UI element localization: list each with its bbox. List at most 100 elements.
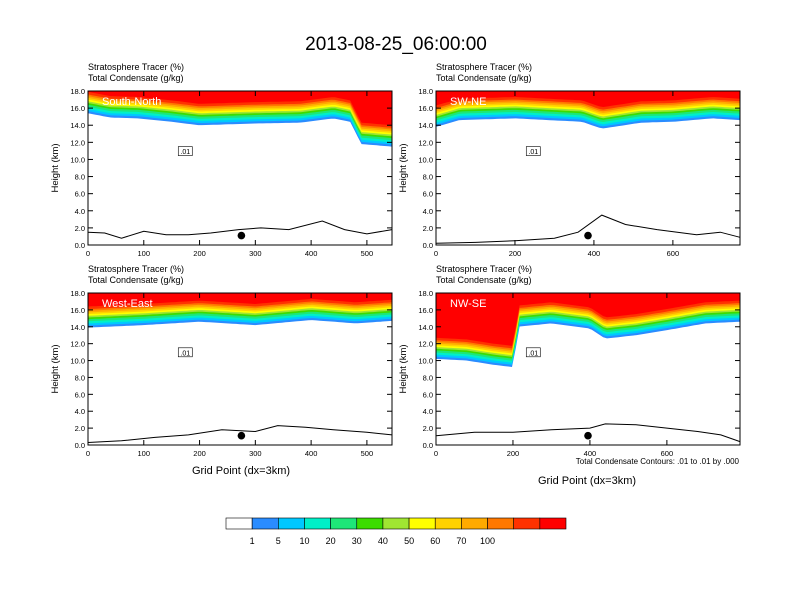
terrain-line [87, 425, 393, 443]
terrain-line [435, 423, 741, 443]
colorbar-swatch-10 [487, 517, 514, 530]
location-marker [237, 431, 246, 440]
panel-frame [87, 90, 393, 246]
y-axis-label: Height (km) [50, 143, 61, 192]
colorbar-label: 30 [352, 536, 362, 546]
panel-label: NW-SE [450, 298, 486, 310]
tracer-shading [88, 293, 392, 328]
y-tick-label: 16.0 [70, 306, 85, 315]
panel-top-left: .01 South-North Stratosphere Tracer (%)Tot… [50, 62, 393, 258]
panel-label: South-North [102, 96, 161, 108]
panel-frame [87, 292, 393, 446]
y-tick-label: 10.0 [418, 155, 433, 164]
x-tick-label: 300 [249, 249, 262, 258]
x-axis-label-left: Grid Point (dx=3km) [192, 465, 290, 477]
tracer-band-10 [88, 91, 392, 128]
y-tick-label: 4.0 [423, 207, 433, 216]
y-tick-label: 14.0 [70, 121, 85, 130]
x-tick-label: 400 [588, 249, 601, 258]
y-tick-label: 12.0 [418, 138, 433, 147]
colorbar-label: 20 [326, 536, 336, 546]
y-tick-label: 8.0 [423, 373, 433, 382]
contour-label: .01 [528, 149, 538, 156]
y-tick-label: 2.0 [423, 224, 433, 233]
tracer-band-11 [88, 91, 392, 126]
panel-subtitle-condensate: Total Condensate (g/kg) [436, 73, 532, 83]
y-axis-label: Height (km) [398, 344, 409, 393]
contour-note: Total Condensate Contours: .01 to .01 by… [576, 457, 740, 466]
contour-label-box [525, 146, 541, 156]
y-tick-label: 6.0 [423, 390, 433, 399]
y-tick-label: 0.0 [75, 241, 85, 250]
y-tick-label: 4.0 [75, 407, 85, 416]
x-tick-label: 0 [434, 449, 438, 458]
x-tick-label: 200 [509, 249, 522, 258]
y-tick-label: 0.0 [75, 441, 85, 450]
panel-bottom-left: .01 West-East Stratosphere Tracer (%)Total… [50, 264, 393, 458]
y-tick-label: 0.0 [423, 441, 433, 450]
x-tick-label: 0 [86, 249, 90, 258]
tracer-shading [436, 91, 740, 129]
location-marker [237, 231, 246, 240]
terrain-line [87, 220, 393, 239]
y-tick-label: 2.0 [75, 224, 85, 233]
colorbar-swatch-8 [434, 517, 462, 530]
x-tick-label: 200 [507, 449, 520, 458]
colorbar: 1 5 10 20 30 40 50 60 70 100 [225, 517, 567, 546]
panel-bottom-right: .01 NW-SE Stratosphere Tracer (%)Total Con… [398, 264, 741, 458]
panel-subtitle-condensate: Total Condensate (g/kg) [436, 275, 532, 285]
y-tick-label: 16.0 [70, 104, 85, 113]
colorbar-label: 1 [250, 536, 255, 546]
y-tick-label: 12.0 [70, 340, 85, 349]
contour-label: .01 [180, 350, 190, 357]
y-tick-label: 12.0 [418, 340, 433, 349]
x-tick-label: 400 [305, 249, 318, 258]
y-tick-label: 14.0 [70, 323, 85, 332]
x-tick-label: 0 [434, 249, 438, 258]
panel-label: SW-NE [450, 96, 486, 108]
colorbar-label: 10 [299, 536, 309, 546]
panel-subtitle-condensate: Total Condensate (g/kg) [88, 275, 184, 285]
contour-label-box [177, 146, 193, 156]
x-tick-label: 0 [86, 449, 90, 458]
y-tick-label: 10.0 [70, 357, 85, 366]
y-axis-label: Height (km) [398, 143, 409, 192]
x-tick-label: 100 [138, 249, 151, 258]
y-tick-label: 2.0 [423, 424, 433, 433]
terrain-line [435, 214, 741, 244]
colorbar-swatch-6 [382, 517, 410, 530]
x-tick-label: 600 [661, 449, 674, 458]
y-tick-label: 18.0 [70, 87, 85, 96]
colorbar-label: 40 [378, 536, 388, 546]
colorbar-swatch-12 [539, 517, 567, 530]
tracer-shading [436, 293, 740, 367]
colorbar-swatch-4 [330, 517, 358, 530]
colorbar-swatch-1 [251, 517, 279, 530]
tracer-band-11 [436, 91, 740, 107]
location-marker [584, 231, 592, 240]
x-tick-label: 500 [361, 449, 374, 458]
colorbar-swatch-2 [278, 517, 305, 530]
x-tick-label: 400 [584, 449, 597, 458]
y-tick-label: 18.0 [418, 289, 433, 298]
x-axis-label-right: Grid Point (dx=3km) [538, 475, 636, 487]
panel-subtitle-tracer: Stratosphere Tracer (%) [88, 264, 184, 274]
x-tick-label: 500 [361, 249, 374, 258]
x-tick-label: 400 [305, 449, 318, 458]
y-tick-label: 4.0 [423, 407, 433, 416]
panel-frame [435, 292, 741, 446]
y-tick-label: 10.0 [418, 357, 433, 366]
y-tick-label: 12.0 [70, 138, 85, 147]
y-tick-label: 18.0 [70, 289, 85, 298]
contour-label-box [525, 347, 541, 358]
panel-label: West-East [102, 298, 153, 310]
panel-subtitle-tracer: Stratosphere Tracer (%) [436, 62, 532, 72]
panel-frame [435, 90, 741, 246]
y-tick-label: 18.0 [418, 87, 433, 96]
y-tick-label: 14.0 [418, 121, 433, 130]
colorbar-swatch-11 [513, 517, 541, 530]
y-tick-label: 2.0 [75, 424, 85, 433]
y-tick-label: 8.0 [423, 173, 433, 182]
y-tick-label: 4.0 [75, 207, 85, 216]
